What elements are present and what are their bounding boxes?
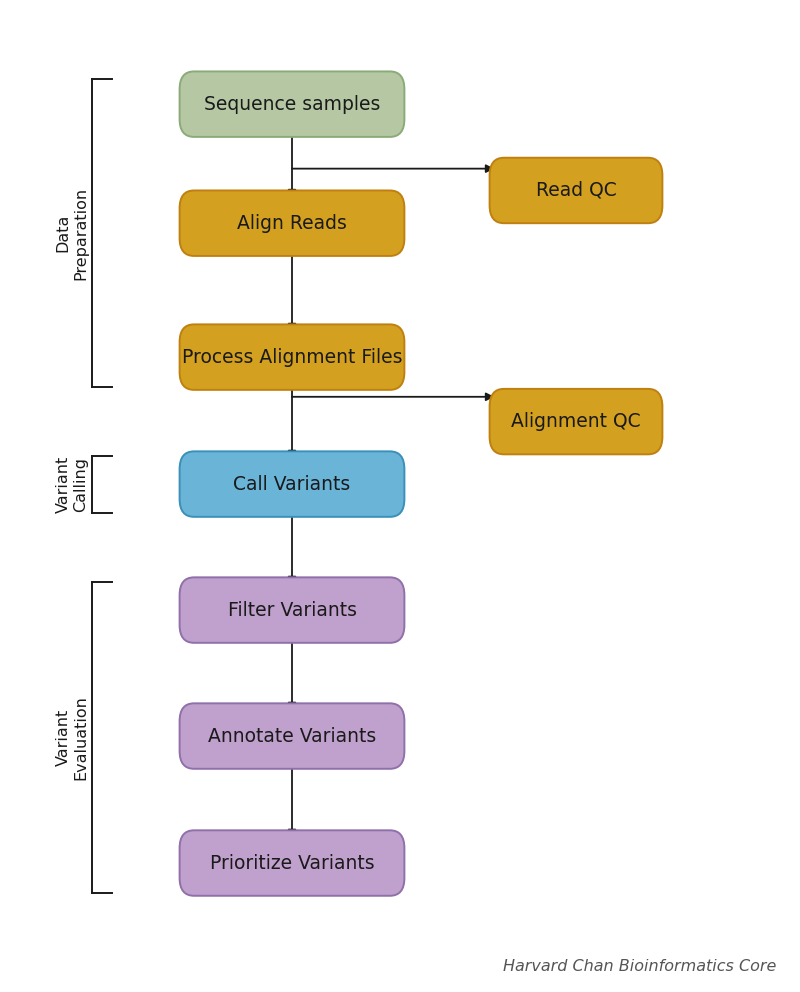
Text: Variant
Calling: Variant Calling [56,456,88,513]
Text: Align Reads: Align Reads [237,213,347,233]
Text: Data
Preparation: Data Preparation [56,186,88,280]
FancyBboxPatch shape [179,577,405,643]
Text: Filter Variants: Filter Variants [227,600,357,620]
Text: Call Variants: Call Variants [234,474,350,494]
FancyBboxPatch shape [179,324,405,390]
FancyBboxPatch shape [490,158,662,223]
FancyBboxPatch shape [179,451,405,517]
Text: Annotate Variants: Annotate Variants [208,726,376,746]
Text: Harvard Chan Bioinformatics Core: Harvard Chan Bioinformatics Core [502,959,776,974]
Text: Process Alignment Files: Process Alignment Files [182,347,402,367]
FancyBboxPatch shape [179,703,405,769]
FancyBboxPatch shape [490,389,662,454]
Text: Read QC: Read QC [536,181,616,200]
Text: Prioritize Variants: Prioritize Variants [210,853,374,873]
FancyBboxPatch shape [179,71,405,137]
Text: Alignment QC: Alignment QC [511,412,641,432]
Text: Sequence samples: Sequence samples [204,94,380,114]
FancyBboxPatch shape [179,190,405,256]
Text: Variant
Evaluation: Variant Evaluation [56,695,88,780]
FancyBboxPatch shape [179,830,405,896]
